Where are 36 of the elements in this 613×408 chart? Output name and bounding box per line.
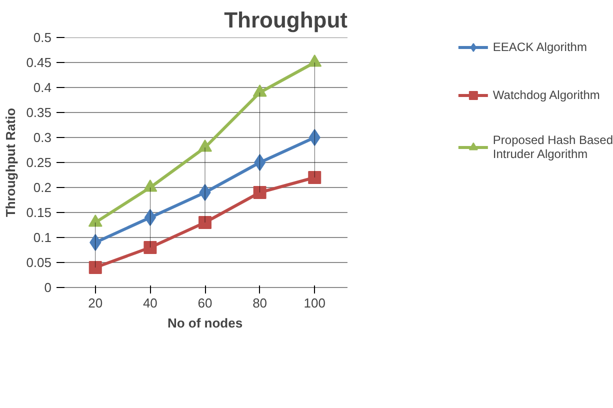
point [252, 84, 267, 97]
point [88, 261, 102, 274]
point [254, 154, 266, 171]
legend-label: Proposed Hash Based Intruder Algorithm [492, 133, 613, 161]
point [308, 171, 322, 184]
y-tick-label: 0.15 [26, 205, 52, 220]
point [143, 179, 158, 192]
y-tick-label: 0.5 [33, 30, 52, 45]
point [90, 234, 102, 251]
y-tick-label: 0 [44, 280, 52, 295]
x-tick-label: 20 [88, 296, 103, 310]
y-tick-label: 0.35 [26, 105, 52, 120]
point [308, 129, 320, 146]
y-axis-title: Throughput Ratio [3, 108, 18, 218]
y-tick-label: 0.25 [26, 155, 52, 170]
x-tick-label: 40 [142, 296, 158, 310]
y-tick-label: 0.4 [33, 80, 52, 95]
y-tick-label: 0.45 [26, 55, 52, 70]
point [198, 216, 212, 229]
x-tick-label: 60 [198, 296, 212, 310]
point [198, 139, 212, 152]
x-axis-title: No of nodes [167, 316, 243, 330]
point [144, 241, 157, 254]
y-tick-label: 0.1 [33, 230, 52, 245]
y-tick-label: 0.05 [26, 255, 52, 270]
y-tick-label: 0.3 [33, 130, 52, 145]
point [144, 209, 156, 226]
chart-title: Throughput [224, 8, 348, 32]
x-tick-label: 80 [252, 296, 268, 310]
legend-label: EEACK Algorithm [492, 40, 588, 54]
point [308, 54, 322, 67]
point [253, 186, 266, 199]
point [199, 184, 211, 201]
legend-label: Watchdog Algorithm [492, 88, 601, 102]
x-tick-label: 100 [304, 296, 326, 310]
y-tick-label: 0.2 [33, 180, 52, 195]
